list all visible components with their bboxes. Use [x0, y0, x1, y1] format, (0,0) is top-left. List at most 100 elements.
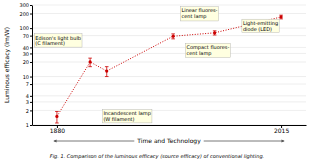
- error-bar-cap: [171, 33, 175, 34]
- annotation-text: Linear fluores-cent lamp: [181, 7, 217, 20]
- caption: Fig. 1. Comparison of the luminous effic…: [50, 153, 264, 160]
- y-tick-mark: [30, 110, 32, 111]
- annotation-text: Light-emittingdiode (LED): [243, 20, 278, 32]
- annotation-box: [242, 19, 279, 32]
- y-tick-mark: [30, 125, 32, 126]
- y-tick-label: 10: [23, 74, 29, 80]
- y-tick-label: 100: [19, 25, 29, 31]
- data-point: [89, 60, 92, 63]
- grid-line: [32, 76, 306, 77]
- error-bar-cap: [88, 58, 92, 59]
- annotation: Linear fluores-cent lamp: [180, 7, 218, 21]
- x-tick-label: 2015: [274, 127, 289, 134]
- error-bar-cap: [213, 30, 217, 31]
- y-tick: 70: [23, 33, 32, 39]
- x-axis-line: [33, 125, 307, 126]
- error-bar: [55, 111, 59, 122]
- x-tick: 1880: [50, 125, 65, 134]
- grid-line: [32, 101, 306, 102]
- y-tick-mark: [30, 5, 32, 6]
- x-tick: 2015: [274, 125, 289, 134]
- grid-line: [32, 61, 306, 62]
- y-axis-line: [32, 6, 33, 126]
- data-point: [213, 31, 216, 34]
- error-bar-cap: [55, 122, 59, 123]
- annotation-line: (W filament): [103, 116, 134, 122]
- y-tick-mark: [30, 84, 32, 85]
- y-tick-label: 4: [26, 93, 29, 99]
- annotations: Edison's light bulb(C filament) Linear fl…: [34, 7, 279, 123]
- y-tick-label: 30: [23, 51, 29, 57]
- grid-line: [32, 95, 306, 96]
- error-bar-cap: [88, 66, 92, 67]
- y-axis: 1 2 34 710 20 3040 70 100 200 300: [19, 2, 32, 128]
- error-bar-cap: [105, 66, 109, 67]
- y-tick: 1: [26, 122, 32, 128]
- y-tick-label: 2: [26, 108, 29, 114]
- x-axis-title: Time and Technology: [136, 137, 201, 145]
- y-tick-label: 20: [23, 59, 29, 65]
- data-point: [279, 15, 282, 18]
- grid-line: [32, 125, 306, 126]
- plot-area: [55, 15, 283, 123]
- y-tick: 2: [26, 108, 32, 114]
- annotation-line: (C filament): [35, 40, 65, 46]
- grid-line: [32, 53, 306, 54]
- annotation: Incandescent lamp(W filament): [102, 110, 152, 123]
- y-tick: 200: [19, 11, 32, 17]
- annotation-line: cent lamp: [186, 50, 211, 57]
- y-tick-label: 200: [19, 11, 29, 17]
- data-point: [105, 69, 108, 72]
- y-tick-label: 40: [23, 44, 29, 50]
- annotation-line: cent lamp: [181, 13, 206, 20]
- annotation-box: [34, 34, 82, 47]
- y-tick-label: 7: [26, 81, 29, 87]
- annotation: Edison's light bulb(C filament): [34, 34, 82, 47]
- error-bar-cap: [105, 76, 109, 77]
- y-tick-label: 1: [26, 122, 29, 128]
- data-point: [55, 115, 58, 118]
- y-tick-label: 70: [23, 33, 29, 39]
- y-tick: 7: [26, 81, 32, 87]
- y-tick-mark: [30, 62, 32, 63]
- y-tick-mark: [30, 36, 32, 37]
- y-tick-mark: [30, 96, 32, 97]
- error-bar: [279, 15, 283, 19]
- data-point: [172, 35, 175, 38]
- annotation-box: [185, 43, 230, 57]
- error-bar: [171, 34, 175, 39]
- y-tick-mark: [30, 28, 32, 29]
- y-tick: 40: [23, 44, 32, 50]
- y-tick: 300: [19, 2, 32, 8]
- y-tick-mark: [30, 14, 32, 15]
- y-tick-label: 3: [26, 99, 29, 105]
- y-axis-title: Luminous efficacy (lm/W): [3, 27, 11, 103]
- y-tick: 4: [26, 93, 32, 99]
- y-tick: 20: [23, 59, 32, 65]
- error-bar-cap: [171, 38, 175, 39]
- y-tick: 10: [23, 74, 32, 80]
- grid-line: [32, 13, 306, 14]
- error-bar: [105, 67, 109, 77]
- grid-line: [32, 5, 306, 6]
- x-axis-title-arrow: [204, 141, 284, 142]
- annotation-line: diode (LED): [243, 26, 272, 32]
- error-bar-cap: [55, 111, 59, 112]
- y-tick-mark: [30, 102, 32, 103]
- annotation-box: [180, 7, 218, 21]
- y-tick: 100: [19, 25, 32, 31]
- y-tick-mark: [30, 47, 32, 48]
- grid-line: [32, 84, 306, 85]
- data-line: [57, 17, 281, 117]
- chart: 1880 2015 1 2 34 710 20 3040 70 100 200 300 Luminous…: [0, 0, 314, 161]
- y-tick-mark: [30, 77, 32, 78]
- annotation-text: Incandescent lamp(W filament): [103, 110, 151, 122]
- y-tick: 30: [23, 51, 32, 57]
- error-bar: [213, 31, 217, 35]
- x-axis: 1880 2015: [33, 125, 307, 134]
- y-tick-label: 300: [19, 2, 29, 8]
- annotation: Light-emittingdiode (LED): [242, 19, 279, 32]
- annotation: Compact fluores-cent lamp: [185, 43, 230, 57]
- annotation-text: Edison's light bulb(C filament): [35, 35, 81, 47]
- y-tick-mark: [30, 53, 32, 54]
